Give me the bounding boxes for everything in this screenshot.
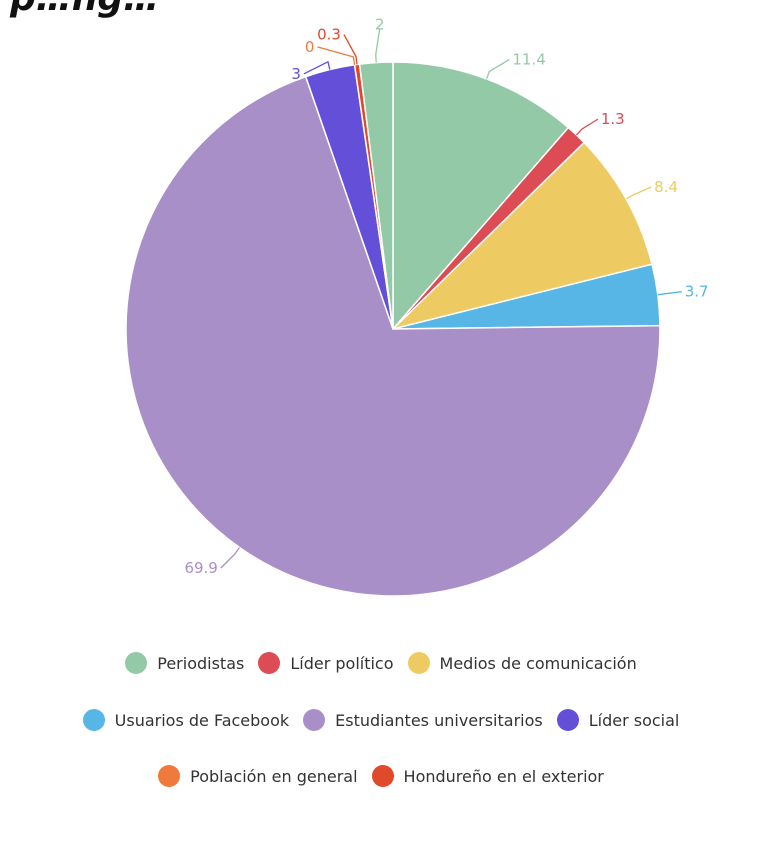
leader-line-estudiantes-universitarios xyxy=(220,547,241,569)
legend-label: Usuarios de Facebook xyxy=(114,710,290,730)
legend-swatch xyxy=(258,652,281,674)
legend-swatch xyxy=(303,709,326,731)
data-label-periodistas: 11.4 xyxy=(512,50,545,68)
legend-label: Medios de comunicación xyxy=(439,653,637,673)
legend-item-estudiantes-universitarios[interactable]: Estudiantes universitarios xyxy=(303,709,543,731)
pie-labels: 11.4 1.3 8.4 3.7 69.9 300.3 2 xyxy=(184,16,708,577)
legend-row: Usuarios de Facebook Estudiantes universi… xyxy=(0,709,762,731)
legend-item-periodistas[interactable]: Periodistas xyxy=(125,652,244,674)
legend-swatch xyxy=(82,709,105,731)
leader-line-hondureno-en-el-exterior xyxy=(343,34,358,65)
data-label-slice-2: 2 xyxy=(375,16,385,34)
chart-title-text: p…ng… xyxy=(10,0,159,18)
legend-label: Hondureño en el exterior xyxy=(403,766,604,786)
leader-line-lider-politico xyxy=(575,118,599,136)
legend-label: Líder político xyxy=(290,653,394,673)
legend-item-hondureno-en-el-exterior[interactable]: Hondureño en el exterior xyxy=(371,765,604,787)
pie-slices xyxy=(125,61,661,597)
legend-row: Población en general Hondureño en el exte… xyxy=(0,765,762,787)
leader-line-poblacion-en-general xyxy=(317,46,356,65)
pie-slice-slice-2[interactable] xyxy=(358,61,394,330)
pie-slice-medios-de-comunicacion[interactable] xyxy=(390,141,653,331)
legend-row: Periodistas Líder político Medios de comun… xyxy=(0,652,762,674)
legend-item-lider-social[interactable]: Líder social xyxy=(556,709,680,731)
leader-line-medios-de-comunicacion xyxy=(625,186,652,200)
legend-label: Periodistas xyxy=(157,653,245,673)
pie-slice-periodistas[interactable] xyxy=(392,61,570,332)
pie-chart: 11.4 1.3 8.4 3.7 69.9 300.3 2 xyxy=(125,16,709,597)
legend-item-medios-de-comunicacion[interactable]: Medios de comunicación xyxy=(407,652,637,674)
leader-line-usuarios-de-facebook xyxy=(657,291,682,296)
legend-swatch xyxy=(407,652,430,674)
legend-item-poblacion-en-general[interactable]: Población en general xyxy=(158,765,358,787)
legend-label: Población en general xyxy=(190,766,358,786)
leader-line-lider-social xyxy=(303,60,331,75)
legend-swatch xyxy=(125,652,148,674)
legend-swatch xyxy=(371,765,394,787)
legend-item-lider-politico[interactable]: Líder político xyxy=(258,652,394,674)
pie-slice-estudiantes-universitarios[interactable] xyxy=(125,75,661,597)
data-label-hondureno-en-el-exterior: 0.3 xyxy=(317,26,341,44)
leader-line-slice-2 xyxy=(375,28,381,63)
data-label-medios-de-comunicacion: 8.4 xyxy=(654,178,678,196)
data-label-lider-social: 3 xyxy=(291,65,301,83)
chart-title-cropped: p…ng… xyxy=(0,0,762,18)
legend-label: Estudiantes universitarios xyxy=(335,710,543,730)
legend-label: Líder social xyxy=(588,710,680,730)
data-label-usuarios-de-facebook: 3.7 xyxy=(685,283,709,301)
legend-item-usuarios-de-facebook[interactable]: Usuarios de Facebook xyxy=(82,709,290,731)
leader-line-periodistas xyxy=(485,58,510,80)
data-label-lider-politico: 1.3 xyxy=(601,110,625,128)
legend-swatch xyxy=(556,709,579,731)
data-label-poblacion-en-general: 0 xyxy=(305,38,315,56)
data-label-estudiantes-universitarios: 69.9 xyxy=(184,559,217,577)
legend-swatch xyxy=(158,765,181,787)
